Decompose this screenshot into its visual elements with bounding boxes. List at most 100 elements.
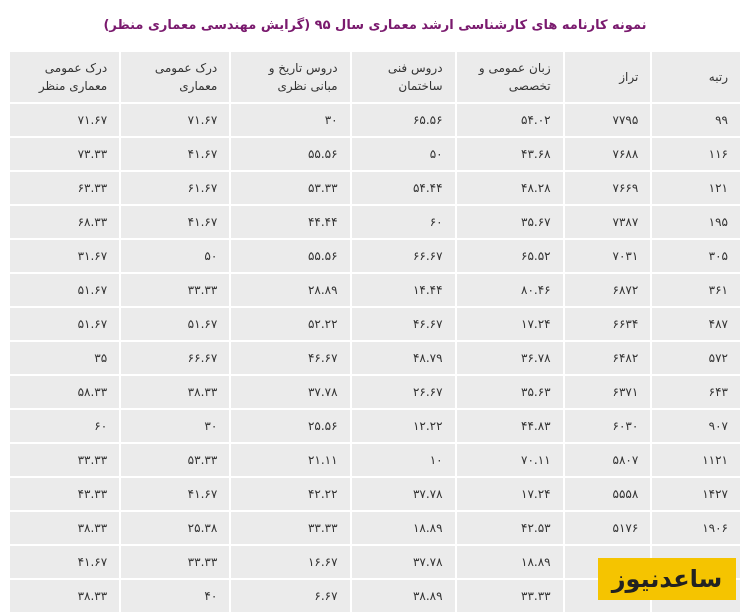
table-cell: ۱۶.۶۷ — [231, 546, 350, 578]
table-cell: ۶۰ — [351, 206, 455, 238]
table-cell: ۷۳۸۷ — [564, 206, 651, 238]
table-cell: ۳۰۵ — [652, 240, 740, 272]
table-cell: ۳۳.۳۳ — [121, 274, 230, 306]
table-cell: ۶۰ — [10, 410, 120, 442]
table-cell: ۵۳.۳۳ — [231, 172, 350, 204]
table-cell: ۲۱.۱۱ — [231, 444, 350, 476]
table-cell: ۷۰.۱۱ — [456, 444, 563, 476]
table-row: ۱۹۰۶ ۵۱۷۶ ۴۲.۵۳ ۱۸.۸۹ ۳۳.۳۳ ۲۵.۳۸ ۳۸.۳۳ — [10, 512, 740, 544]
table-cell: ۶.۶۷ — [231, 580, 350, 612]
table-cell: ۱۹۰۶ — [652, 512, 740, 544]
table-cell: ۱۴۲۷ — [652, 478, 740, 510]
table-cell: ۸۰.۴۶ — [456, 274, 563, 306]
table-cell: ۶۶۳۴ — [564, 308, 651, 340]
table-cell: ۱۷.۲۴ — [456, 478, 563, 510]
table-cell: ۶۳۷۱ — [564, 376, 651, 408]
table-cell: ۵۰ — [121, 240, 230, 272]
table-cell: ۵۲.۲۲ — [231, 308, 350, 340]
table-cell: ۴۸.۷۹ — [351, 342, 455, 374]
column-header: تراز — [564, 52, 651, 102]
score-table: رتبه تراز زبان عمومی و تخصصی دروس فنی ساختم… — [8, 50, 742, 614]
table-cell: ۳۸.۳۳ — [121, 376, 230, 408]
table-cell: ۵۵.۵۶ — [231, 240, 350, 272]
table-cell: ۳۰ — [231, 104, 350, 136]
table-cell: ۳۱.۶۷ — [10, 240, 120, 272]
table-cell: ۵۱.۶۷ — [121, 308, 230, 340]
table-cell: ۲۵.۳۸ — [121, 512, 230, 544]
title: نمونه کارنامه های کارشناسی ارشد معماری س… — [103, 18, 647, 33]
table-cell: ۴۴.۸۳ — [456, 410, 563, 442]
table-cell: ۵۴.۴۴ — [351, 172, 455, 204]
table-cell: ۳۳.۳۳ — [456, 580, 563, 612]
column-header: درک عمومی معماری منظر — [10, 52, 120, 102]
table-cell: ۶۸۷۲ — [564, 274, 651, 306]
table-cell: ۳۸.۳۳ — [10, 512, 120, 544]
table-cell: ۴۳.۶۸ — [456, 138, 563, 170]
table-cell: ۴۱.۶۷ — [10, 546, 120, 578]
table-cell: ۶۸.۳۳ — [10, 206, 120, 238]
table-cell: ۵۵.۵۶ — [231, 138, 350, 170]
table-row: ۵۷۲ ۶۴۸۲ ۳۶.۷۸ ۴۸.۷۹ ۴۶.۶۷ ۶۶.۶۷ ۳۵ — [10, 342, 740, 374]
column-header: رتبه — [652, 52, 740, 102]
table-cell: ۴۱.۶۷ — [121, 138, 230, 170]
table-cell: ۱۱۲۱ — [652, 444, 740, 476]
table-cell: ۱۹۵ — [652, 206, 740, 238]
table-cell: ۳۵ — [10, 342, 120, 374]
table-row: ۱۱۲۱ ۵۸۰۷ ۷۰.۱۱ ۱۰ ۲۱.۱۱ ۵۳.۳۳ ۳۳.۳۳ — [10, 444, 740, 476]
table-cell: ۱۸.۸۹ — [351, 512, 455, 544]
table-row: ۳۰۵ ۷۰۳۱ ۶۵.۵۲ ۶۶.۶۷ ۵۵.۵۶ ۵۰ ۳۱.۶۷ — [10, 240, 740, 272]
column-header: دروس فنی ساختمان — [351, 52, 455, 102]
column-header: درک عمومی معماری — [121, 52, 230, 102]
table-cell: ۶۱.۶۷ — [121, 172, 230, 204]
table-cell: ۴۶.۶۷ — [231, 342, 350, 374]
table-cell: ۹۹ — [652, 104, 740, 136]
table-cell: ۱۴.۴۴ — [351, 274, 455, 306]
table-cell: ۶۶.۶۷ — [351, 240, 455, 272]
table-cell: ۷۳.۳۳ — [10, 138, 120, 170]
table-cell: ۵۴.۰۲ — [456, 104, 563, 136]
table-cell: ۴۴.۴۴ — [231, 206, 350, 238]
column-header: دروس تاریخ و مبانی نظری — [231, 52, 350, 102]
table-row: ۹۹ ۷۷۹۵ ۵۴.۰۲ ۶۵.۵۶ ۳۰ ۷۱.۶۷ ۷۱.۶۷ — [10, 104, 740, 136]
column-header: زبان عمومی و تخصصی — [456, 52, 563, 102]
table-cell: ۷۰۳۱ — [564, 240, 651, 272]
header-row: رتبه تراز زبان عمومی و تخصصی دروس فنی ساختم… — [10, 52, 740, 102]
table-cell: ۳۷.۷۸ — [351, 546, 455, 578]
table-cell: ۴۱.۶۷ — [121, 206, 230, 238]
table-cell: ۷۱.۶۷ — [121, 104, 230, 136]
table-cell: ۵۱۷۶ — [564, 512, 651, 544]
table-cell: ۵۷۲ — [652, 342, 740, 374]
table-cell: ۹۰۷ — [652, 410, 740, 442]
table-cell: ۶۴۸۲ — [564, 342, 651, 374]
table-cell: ۶۶.۶۷ — [121, 342, 230, 374]
table-cell: ۴۸۷ — [652, 308, 740, 340]
table-cell: ۳۵.۶۷ — [456, 206, 563, 238]
table-cell: ۴۱.۶۷ — [121, 478, 230, 510]
table-cell: ۵۵۵۸ — [564, 478, 651, 510]
table-cell: ۴۸.۲۸ — [456, 172, 563, 204]
table-cell: ۲۸.۸۹ — [231, 274, 350, 306]
table-cell: ۳۶.۷۸ — [456, 342, 563, 374]
table-cell: ۴۲.۵۳ — [456, 512, 563, 544]
table-cell: ۴۳.۳۳ — [10, 478, 120, 510]
table-cell: ۶۳.۳۳ — [10, 172, 120, 204]
table-cell: ۳۰ — [121, 410, 230, 442]
table-cell: ۳۷.۷۸ — [351, 478, 455, 510]
table-cell: ۱۸.۸۹ — [456, 546, 563, 578]
table-cell: ۵۸.۳۳ — [10, 376, 120, 408]
table-cell: ۵۸۰۷ — [564, 444, 651, 476]
table-cell: ۷۷۹۵ — [564, 104, 651, 136]
table-row: ۶۴۳ ۶۳۷۱ ۳۵.۶۳ ۲۶.۶۷ ۳۷.۷۸ ۳۸.۳۳ ۵۸.۳۳ — [10, 376, 740, 408]
table-cell: ۱۲.۲۲ — [351, 410, 455, 442]
table-cell: ۶۰۳۰ — [564, 410, 651, 442]
table-cell: ۴۰ — [121, 580, 230, 612]
table-cell: ۳۳.۳۳ — [121, 546, 230, 578]
table-cell: ۲۶.۶۷ — [351, 376, 455, 408]
table-row: ۹۰۷ ۶۰۳۰ ۴۴.۸۳ ۱۲.۲۲ ۲۵.۵۶ ۳۰ ۶۰ — [10, 410, 740, 442]
table-cell: ۶۵.۵۲ — [456, 240, 563, 272]
table-row: ۱۹۵ ۷۳۸۷ ۳۵.۶۷ ۶۰ ۴۴.۴۴ ۴۱.۶۷ ۶۸.۳۳ — [10, 206, 740, 238]
table-row: ۴۸۷ ۶۶۳۴ ۱۷.۲۴ ۴۶.۶۷ ۵۲.۲۲ ۵۱.۶۷ ۵۱.۶۷ — [10, 308, 740, 340]
table-cell: ۳۳.۳۳ — [10, 444, 120, 476]
table-cell: ۳۸.۸۹ — [351, 580, 455, 612]
